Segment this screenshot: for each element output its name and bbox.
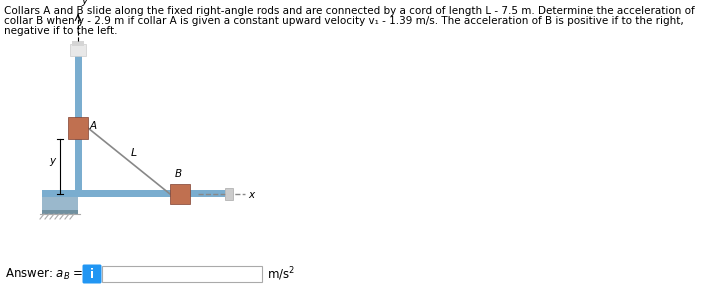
Bar — [102, 266, 262, 282]
Bar — [68, 117, 88, 139]
Text: Collars A and B slide along the fixed right-angle rods and are connected by a co: Collars A and B slide along the fixed ri… — [4, 6, 694, 16]
Text: i: i — [90, 267, 94, 281]
Text: L: L — [131, 148, 137, 158]
Text: A: A — [90, 121, 97, 131]
Text: negative if to the left.: negative if to the left. — [4, 26, 118, 36]
Text: x: x — [248, 190, 254, 200]
Bar — [72, 41, 84, 46]
Bar — [70, 44, 86, 56]
Text: y: y — [49, 156, 55, 166]
Bar — [42, 210, 78, 214]
Bar — [42, 194, 78, 211]
Text: Answer: $a_B$ =: Answer: $a_B$ = — [5, 267, 83, 282]
Text: collar B when y - 2.9 m if collar A is given a constant upward velocity v₁ - 1.3: collar B when y - 2.9 m if collar A is g… — [4, 16, 684, 26]
Text: m/s$^2$: m/s$^2$ — [267, 265, 295, 283]
Bar — [75, 56, 82, 194]
Bar — [170, 184, 190, 204]
Bar — [225, 188, 233, 200]
Text: y: y — [81, 0, 87, 6]
FancyBboxPatch shape — [82, 265, 102, 283]
Bar — [42, 190, 225, 197]
Text: B: B — [174, 169, 182, 179]
